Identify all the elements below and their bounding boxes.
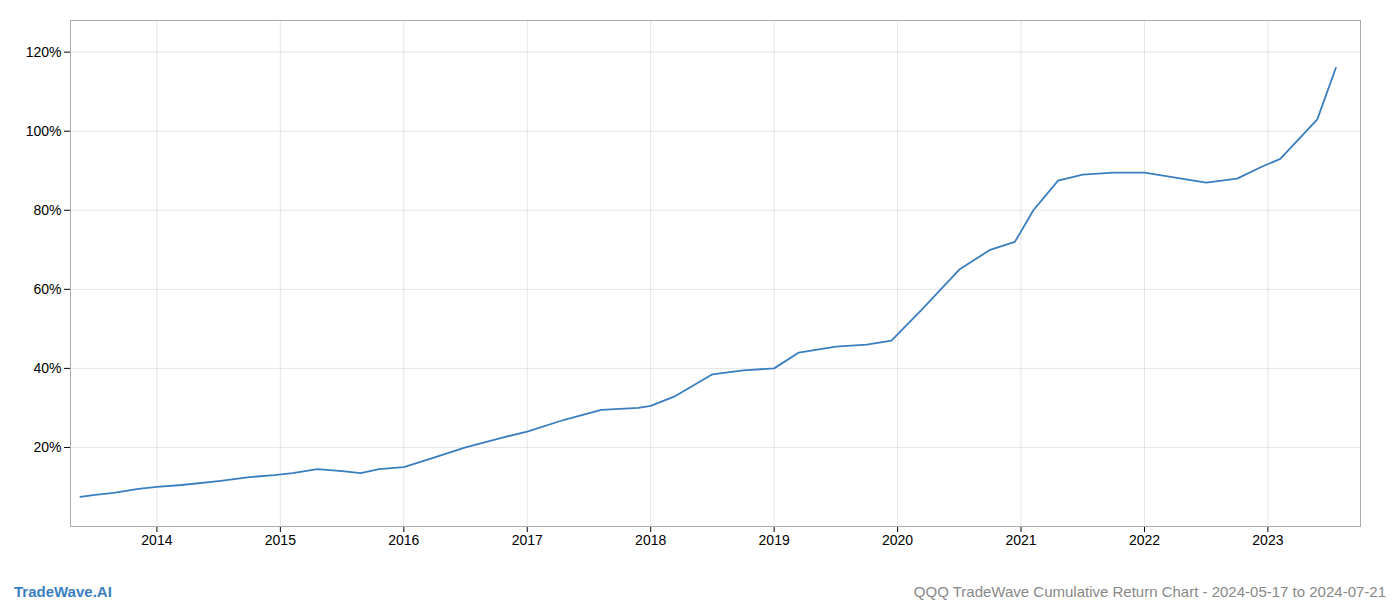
html-text:TradeWave.AI: TradeWave.AI xyxy=(14,583,112,600)
html-text:QQQ TradeWave Cumulative Retur: QQQ TradeWave Cumulative Return Chart - … xyxy=(913,583,1386,600)
svg-text:2021: 2021 xyxy=(1005,532,1036,548)
svg-text:2020: 2020 xyxy=(882,532,913,548)
svg-text:2016: 2016 xyxy=(388,532,419,548)
svg-text:2015: 2015 xyxy=(265,532,296,548)
svg-text:2022: 2022 xyxy=(1129,532,1160,548)
svg-text:2018: 2018 xyxy=(635,532,666,548)
svg-text:2017: 2017 xyxy=(512,532,543,548)
svg-text:120%: 120% xyxy=(26,44,62,60)
svg-text:80%: 80% xyxy=(33,202,61,218)
svg-text:20%: 20% xyxy=(33,439,61,455)
svg-text:100%: 100% xyxy=(26,123,62,139)
svg-text:40%: 40% xyxy=(33,360,61,376)
svg-text:2019: 2019 xyxy=(759,532,790,548)
svg-text:2014: 2014 xyxy=(141,532,172,548)
svg-text:2023: 2023 xyxy=(1252,532,1283,548)
svg-text:60%: 60% xyxy=(33,281,61,297)
